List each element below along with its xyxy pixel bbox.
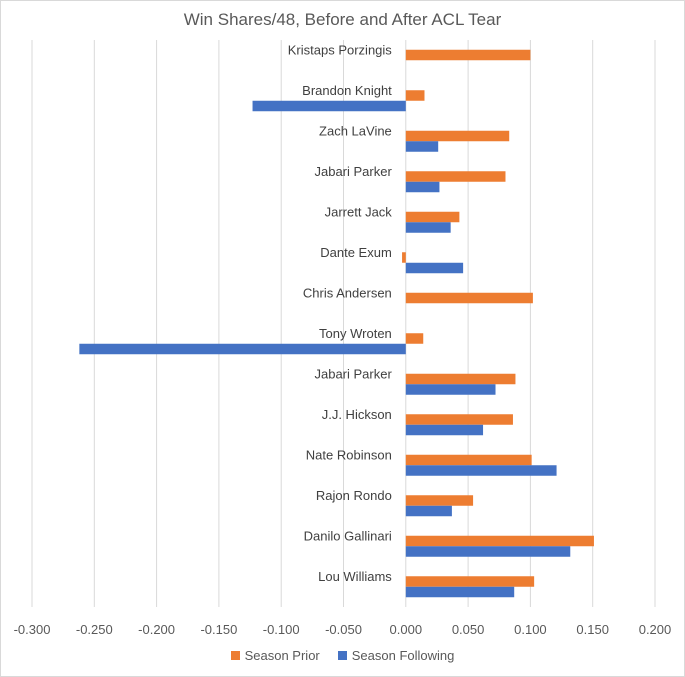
x-tick-label: -0.250 — [76, 622, 113, 637]
bar-season-prior — [405, 495, 474, 506]
category-label: Jarrett Jack — [325, 204, 393, 219]
category-label: Brandon Knight — [302, 83, 392, 98]
legend-label-season-following: Season Following — [351, 648, 455, 663]
category-label: Kristaps Porzingis — [288, 42, 393, 57]
category-labels: Kristaps Porzingis Brandon Knight Zach LaV… — [288, 42, 393, 584]
x-tick-label: 0.000 — [390, 622, 423, 637]
legend-swatch-season-prior — [230, 651, 240, 660]
bar-season-following — [405, 424, 484, 436]
bar-season-prior — [405, 373, 516, 385]
bar-season-prior — [405, 535, 594, 547]
x-tick-label: 0.150 — [576, 622, 609, 637]
legend-swatch-season-following — [337, 651, 347, 660]
bar-season-prior — [405, 171, 506, 182]
bar-season-following — [405, 384, 496, 395]
bar-season-following — [405, 181, 440, 193]
category-label: Zach LaVine — [319, 123, 392, 138]
category-label: Jabari Parker — [314, 366, 392, 381]
x-axis-ticks: -0.300 -0.250 -0.200 -0.150 -0.100 -0.050 0.00… — [14, 622, 672, 637]
bar-season-following — [405, 262, 464, 274]
category-label: Danilo Gallinari — [304, 528, 392, 543]
bar-season-prior — [405, 211, 460, 223]
legend-label-season-prior: Season Prior — [244, 648, 320, 663]
legend-item-season-following: Season Following — [337, 648, 455, 663]
category-label: Tony Wroten — [319, 326, 392, 341]
bar-season-following — [252, 100, 406, 112]
x-tick-label: 0.100 — [514, 622, 547, 637]
x-tick-label: -0.050 — [325, 622, 362, 637]
category-label: Jabari Parker — [314, 164, 392, 179]
bar-season-following — [79, 343, 406, 355]
category-label: J.J. Hickson — [322, 407, 392, 422]
bar-season-prior — [405, 454, 532, 466]
bars — [79, 49, 594, 598]
category-label: Dante Exum — [320, 245, 392, 260]
x-tick-label: 0.200 — [639, 622, 672, 637]
legend: Season Prior Season Following — [0, 648, 685, 663]
bar-season-prior — [405, 49, 531, 61]
bar-season-prior — [405, 90, 425, 101]
x-tick-label: 0.050 — [452, 622, 485, 637]
category-label: Chris Andersen — [303, 285, 392, 300]
bar-season-prior — [402, 252, 406, 263]
legend-item-season-prior: Season Prior — [230, 648, 320, 663]
bar-season-prior — [405, 292, 533, 304]
bar-season-prior — [405, 130, 510, 142]
x-tick-label: -0.300 — [14, 622, 51, 637]
category-label: Nate Robinson — [306, 447, 392, 462]
bar-season-prior — [405, 576, 535, 587]
bar-season-following — [405, 465, 557, 476]
bar-season-prior — [405, 414, 513, 425]
category-label: Rajon Rondo — [316, 488, 392, 503]
category-label: Lou Williams — [318, 569, 392, 584]
x-tick-label: -0.100 — [263, 622, 300, 637]
bar-season-prior — [405, 333, 424, 344]
bar-season-following — [405, 586, 515, 598]
x-tick-label: -0.150 — [200, 622, 237, 637]
bar-season-following — [405, 505, 452, 517]
bar-season-following — [405, 546, 571, 557]
x-tick-label: -0.200 — [138, 622, 175, 637]
bar-season-following — [405, 222, 451, 233]
bar-season-following — [405, 141, 439, 152]
chart-title: Win Shares/48, Before and After ACL Tear — [183, 10, 502, 29]
